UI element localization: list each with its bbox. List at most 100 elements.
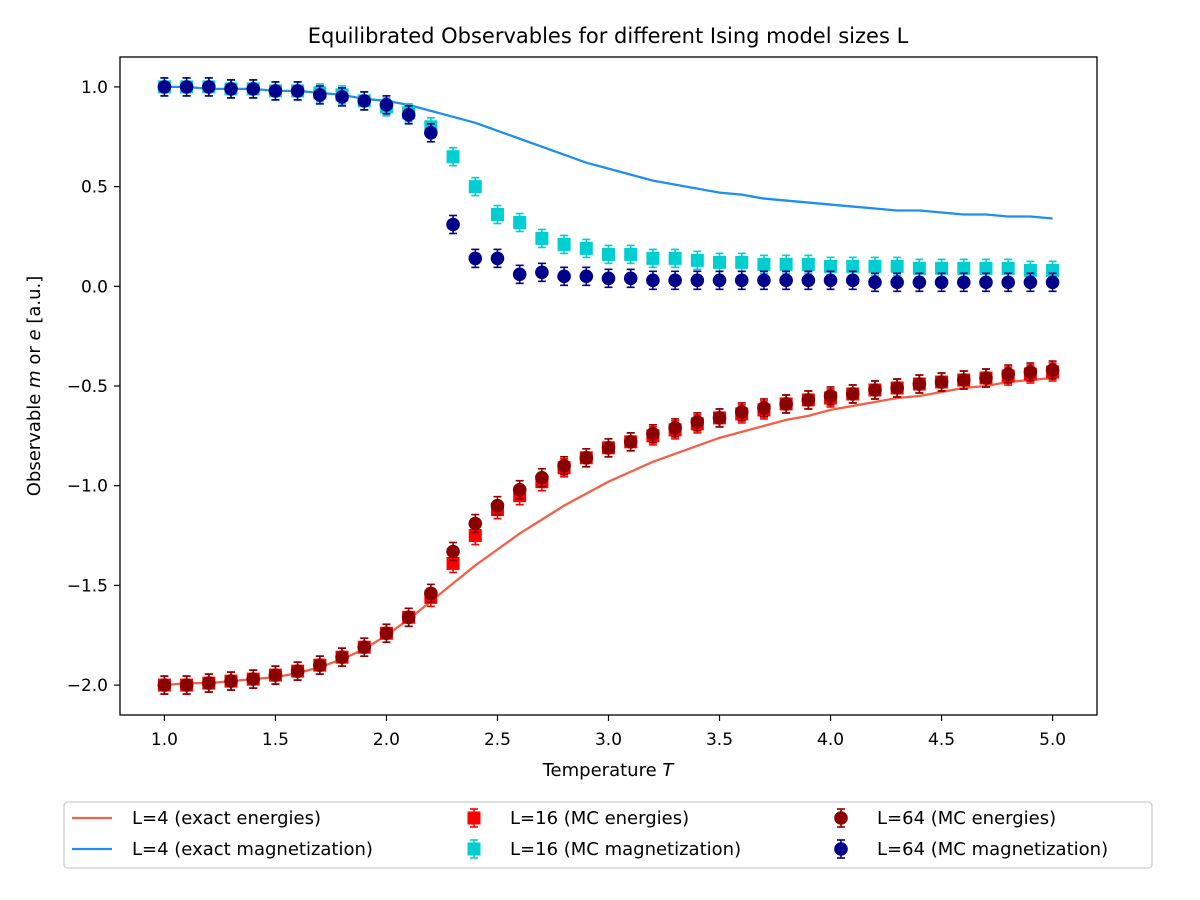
circle-point [424, 125, 438, 140]
circle-point [202, 676, 216, 690]
square-point [468, 180, 482, 194]
x-axis-label: Temperature T [542, 760, 676, 781]
circle-point [668, 273, 682, 288]
square-point [735, 255, 749, 269]
circle-point [956, 275, 971, 290]
square-point [890, 259, 904, 273]
circle-point [535, 470, 549, 485]
circle-point [845, 273, 860, 288]
circle-point [801, 393, 816, 407]
legend-label: L=64 (MC energies) [877, 808, 1056, 829]
legend-square-marker [467, 842, 481, 856]
legend-square-marker [467, 811, 481, 825]
circle-point [912, 275, 927, 290]
plot-frame [119, 56, 1098, 716]
circle-point [1023, 365, 1038, 379]
square-point [602, 247, 615, 261]
legend-item: L=64 (MC energies) [834, 808, 1056, 829]
series-1 [164, 85, 1053, 220]
circle-point [601, 271, 616, 286]
circle-point [712, 411, 727, 425]
circle-point [845, 387, 860, 401]
circle-point [779, 397, 793, 411]
legend-item: L=64 (MC magnetization) [834, 839, 1108, 860]
square-point [690, 253, 704, 267]
square-point [490, 208, 504, 222]
circle-point [379, 626, 394, 641]
y-tick-label: −1.0 [67, 477, 108, 497]
circle-point [224, 674, 238, 688]
circle-point [246, 82, 261, 96]
square-point [935, 261, 949, 275]
series-3 [157, 77, 1060, 281]
legend: L=4 (exact energies) L=4 (exact magnetiza… [63, 801, 1153, 869]
circle-point [868, 275, 882, 290]
square-point [713, 255, 727, 269]
circle-point [268, 668, 283, 682]
legend-item: L=4 (exact energies) [72, 808, 321, 829]
circle-point [557, 458, 571, 473]
legend-entries: L=4 (exact energies) L=4 (exact magnetiza… [72, 808, 1108, 860]
square-point [957, 261, 971, 275]
circle-point [379, 98, 394, 112]
circle-point [801, 273, 816, 288]
circle-point [401, 610, 416, 625]
circle-point [468, 516, 483, 531]
circle-point [446, 544, 460, 559]
circle-point [868, 383, 882, 397]
circle-point [890, 381, 904, 395]
circle-point [335, 90, 349, 104]
x-tick-label: 2.0 [373, 730, 400, 750]
square-point [668, 251, 682, 265]
circle-point [401, 108, 416, 122]
x-tick-label: 2.5 [484, 730, 511, 750]
series-4 [157, 360, 1060, 695]
legend-label: L=16 (MC magnetization) [510, 839, 741, 860]
x-tick-label: 1.0 [151, 730, 178, 750]
circle-point [890, 275, 904, 290]
y-tick-label: 1.0 [81, 78, 108, 98]
square-point [912, 261, 926, 275]
circle-point [1001, 275, 1015, 290]
square-point [646, 251, 660, 265]
circle-point [179, 678, 194, 692]
circle-point [934, 375, 949, 389]
circle-point [979, 275, 993, 290]
square-point [513, 215, 527, 229]
series-line [164, 376, 1053, 687]
x-axis: 1.0 1.5 2.0 2.5 3.0 3.5 4.0 4.5 5.0 [151, 715, 1066, 750]
legend-item: L=4 (exact magnetization) [72, 839, 373, 860]
x-tick-label: 5.0 [1039, 730, 1066, 750]
circle-point [579, 269, 594, 284]
circle-point [690, 273, 705, 288]
circle-point [357, 640, 372, 655]
square-point [846, 259, 860, 273]
y-tick-label: −2.0 [67, 676, 108, 696]
square-point [868, 259, 882, 273]
legend-circle-marker [834, 842, 848, 856]
circle-point [668, 421, 682, 435]
circle-point [290, 664, 305, 678]
circle-point [512, 482, 527, 497]
square-point [824, 259, 838, 273]
circle-point [646, 273, 660, 288]
square-point [757, 257, 771, 271]
plot-series [157, 77, 1060, 695]
circle-point [446, 217, 460, 232]
square-point [579, 241, 593, 255]
circle-point [734, 405, 749, 419]
legend-item: L=16 (MC magnetization) [467, 839, 741, 860]
circle-point [823, 273, 838, 288]
legend-circle-marker [834, 811, 848, 825]
circle-point [979, 371, 993, 385]
circle-point [757, 273, 771, 288]
circle-point [157, 80, 172, 94]
circle-point [734, 273, 749, 288]
circle-point [268, 84, 283, 98]
y-axis: 1.0 0.5 0.0 −0.5 −1.0 −1.5 −2.0 [67, 78, 120, 696]
circle-point [357, 94, 372, 108]
circle-point [335, 650, 349, 664]
circle-point [557, 269, 571, 284]
x-tick-label: 4.5 [928, 730, 955, 750]
